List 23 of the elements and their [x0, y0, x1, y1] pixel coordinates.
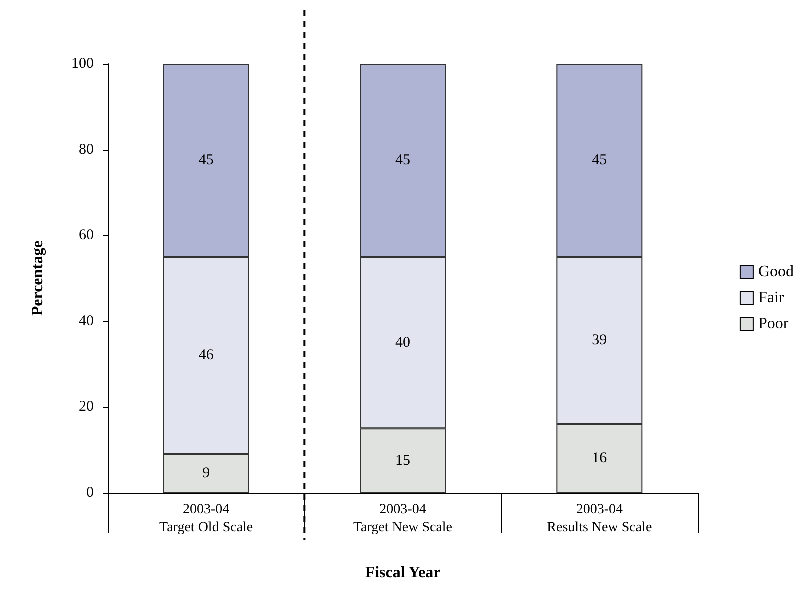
legend-label: Fair [758, 290, 785, 306]
y-tick-label: 60 [79, 228, 94, 244]
legend-label: Poor [758, 316, 790, 332]
y-tick-label: 80 [79, 142, 94, 158]
data-label: 45 [592, 152, 608, 169]
y-tick-label: 0 [86, 485, 94, 501]
y-tick-label: 40 [79, 313, 94, 330]
x-tick-label: 2003-04 Target New Scale [353, 502, 453, 536]
legend-label: Good [758, 264, 794, 280]
data-label: 45 [396, 152, 410, 169]
data-label: 46 [198, 348, 214, 364]
y-tick-label: 100 [72, 56, 94, 72]
x-axis-title: Fiscal Year [365, 564, 441, 582]
data-label: 9 [202, 466, 210, 482]
data-label: 40 [396, 334, 410, 351]
x-tick-label: 2003-04 Target Old Scale [160, 502, 254, 536]
data-label: 45 [198, 152, 214, 169]
y-tick-label: 20 [79, 399, 94, 416]
data-label: 16 [592, 450, 608, 467]
y-axis-title: Percentage [30, 240, 46, 316]
data-label: 15 [396, 452, 410, 469]
x-tick-label: 2003-04 Results New Scale [547, 502, 652, 536]
data-label: 39 [592, 332, 608, 349]
